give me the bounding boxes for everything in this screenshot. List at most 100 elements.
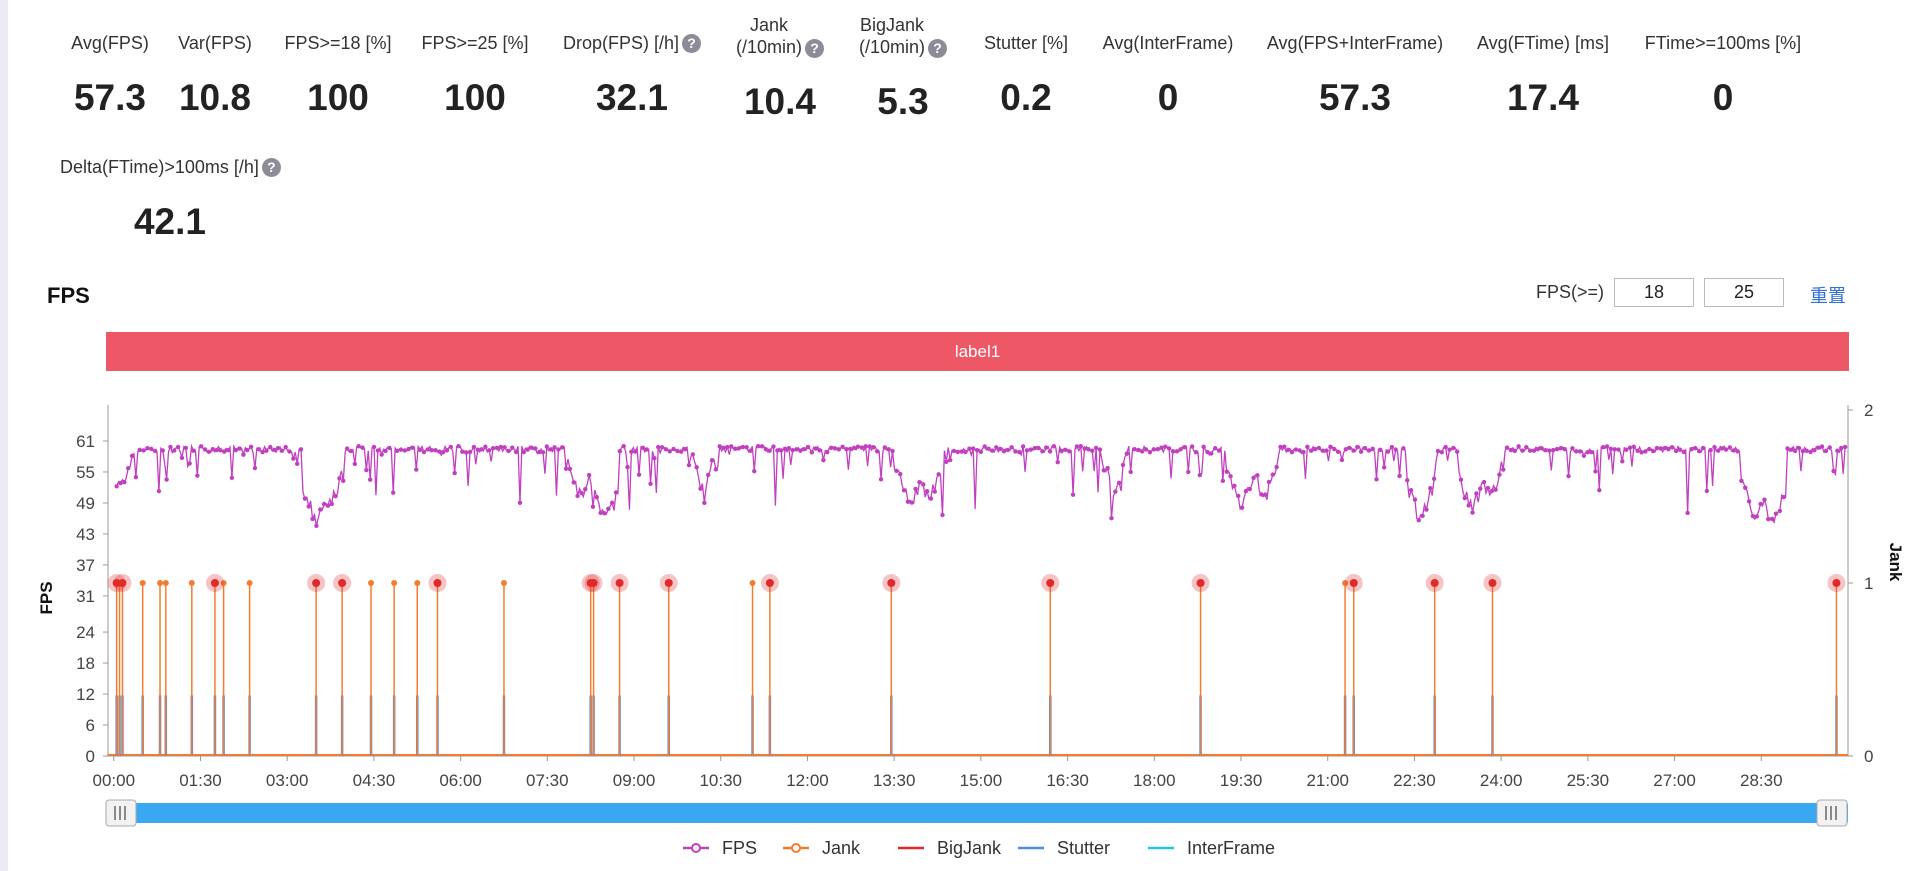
help-icon[interactable]: ? (261, 157, 281, 177)
metric-label-text: Avg(FTime) [ms] (1476, 33, 1609, 53)
legend-label[interactable]: InterFrame (1187, 838, 1275, 858)
metric-label: FPS>=25 [%] (421, 32, 528, 54)
bigjank-point (664, 579, 673, 587)
fps-point (191, 448, 196, 453)
fps-point (341, 478, 346, 484)
fps-point (475, 447, 480, 452)
fps-point (1024, 448, 1030, 453)
fps-point (1355, 444, 1360, 450)
fps-point (675, 448, 680, 454)
fps-point (1804, 448, 1809, 454)
threshold-high-input[interactable] (1704, 278, 1785, 307)
section-title: FPS (47, 283, 90, 308)
metric-value: 32.1 (595, 77, 668, 118)
fps-point (1101, 468, 1107, 473)
fps-point (1243, 488, 1249, 494)
label-bar[interactable]: label1 (106, 332, 1849, 371)
fps-point (1689, 447, 1694, 452)
fps-point (1685, 510, 1690, 516)
fps-point (1032, 445, 1037, 451)
fps-point (1554, 446, 1560, 452)
fps-point (1028, 447, 1034, 452)
fps-point (1232, 483, 1237, 489)
fps-point (871, 445, 876, 450)
threshold-low-input[interactable] (1614, 278, 1695, 307)
fps-point (310, 516, 315, 522)
fps-point (1777, 508, 1783, 514)
help-icon[interactable]: ? (682, 33, 702, 53)
fps-point (1274, 464, 1279, 470)
fps-point (122, 480, 127, 485)
x-tick-label: 18:00 (1133, 771, 1176, 790)
fps-point (1178, 447, 1183, 452)
fps-point (1174, 449, 1179, 454)
fps-point (360, 445, 365, 450)
fps-point (245, 447, 250, 453)
metric-value: 5.3 (877, 81, 929, 122)
metric-label: Avg(FPS+InterFrame) (1267, 32, 1443, 54)
help-icon[interactable]: ? (928, 39, 947, 58)
fps-point (748, 448, 753, 453)
fps-point (813, 446, 818, 451)
fps-point (1842, 444, 1848, 450)
fps-point (1293, 447, 1299, 452)
fps-point (1170, 449, 1176, 454)
metric-label-text: Var(FPS) (178, 33, 252, 53)
fps-point (990, 448, 995, 453)
fps-point (613, 490, 619, 495)
legend-label[interactable]: FPS (722, 838, 757, 858)
metric-label: Var(FPS) (178, 32, 252, 54)
fps-point (1639, 450, 1644, 455)
fps-point (1547, 448, 1552, 453)
fps-point (1631, 444, 1637, 449)
fps-point (974, 447, 980, 453)
legend-label[interactable]: Jank (822, 838, 861, 858)
fps-point (402, 448, 407, 453)
fps-point (1401, 446, 1406, 451)
fps-point (1681, 449, 1686, 455)
range-slider-track[interactable] (108, 803, 1848, 823)
x-tick-label: 16:30 (1046, 771, 1089, 790)
fps-point (1113, 489, 1118, 494)
legend-label[interactable]: BigJank (937, 838, 1002, 858)
fps-point (214, 447, 219, 453)
fps-point (705, 472, 711, 478)
y-tick-label-left: 55 (76, 463, 95, 482)
reset-link[interactable]: 重置 (1810, 286, 1846, 306)
fps-point (1358, 449, 1364, 454)
fps-point (222, 449, 227, 454)
fps-point (556, 447, 561, 452)
fps-point (1431, 476, 1437, 481)
fps-point (867, 444, 872, 449)
fps-point (241, 452, 246, 457)
x-tick-label: 09:00 (613, 771, 656, 790)
fps-point (1754, 514, 1759, 519)
metric-card: Var(FPS) 10.8 (75, 32, 355, 118)
fps-point (732, 446, 738, 451)
fps-point (694, 465, 699, 470)
fps-point (713, 467, 719, 472)
metric-label-bottom: (/10min) (735, 37, 802, 57)
fps-point (790, 448, 795, 453)
metric-card: BigJank (/10min)? 5.3 (763, 14, 1043, 122)
legend-label[interactable]: Stutter (1057, 838, 1110, 858)
fps-point (997, 446, 1003, 452)
fps-point (782, 446, 788, 452)
range-handle-left[interactable] (105, 799, 137, 827)
bigjank-point (1046, 579, 1055, 587)
x-tick-label: 27:00 (1653, 771, 1696, 790)
range-handle-right[interactable] (1816, 799, 1848, 827)
fps-point (1332, 446, 1337, 452)
fps-point (202, 447, 208, 452)
fps-point (1493, 487, 1498, 492)
fps-point (544, 444, 550, 449)
fps-point (963, 449, 968, 455)
fps-point (237, 446, 242, 451)
fps-point (1074, 444, 1080, 449)
fps-point (959, 449, 964, 454)
fps-point (521, 449, 527, 455)
metric-label-text: FPS>=25 [%] (421, 33, 529, 53)
fps-point (1397, 473, 1402, 479)
help-icon[interactable]: ? (805, 39, 824, 58)
